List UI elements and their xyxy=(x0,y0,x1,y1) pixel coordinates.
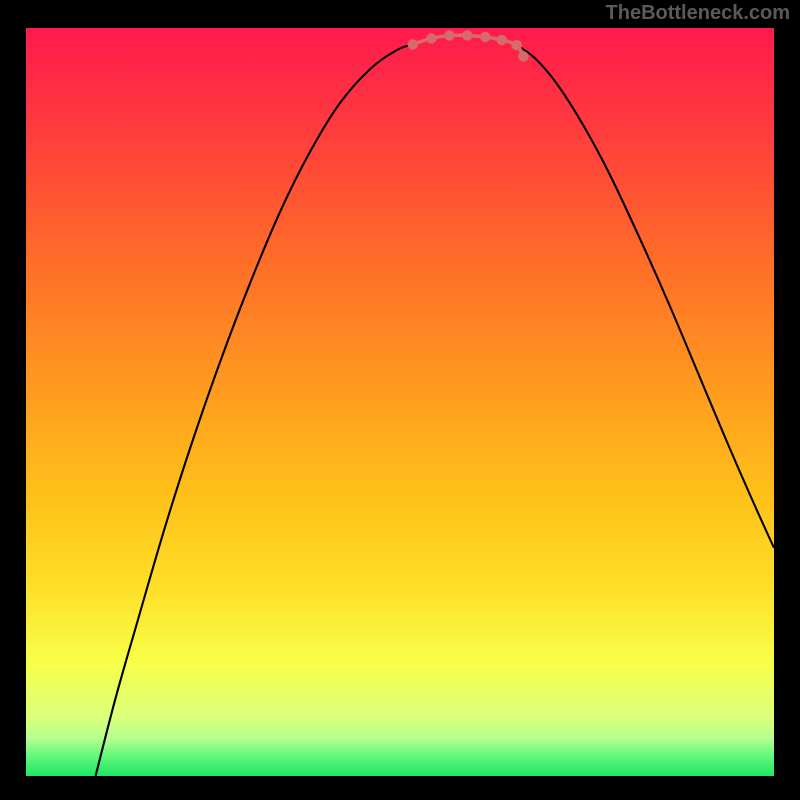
plot-area xyxy=(26,28,774,776)
valley-marker xyxy=(408,39,418,49)
valley-marker xyxy=(480,32,490,42)
valley-marker xyxy=(426,33,436,43)
curve-right-branch xyxy=(517,45,774,548)
curve-left-branch xyxy=(96,44,413,776)
bottleneck-curve-svg xyxy=(26,28,774,776)
valley-marker xyxy=(511,40,521,50)
valley-markers-group xyxy=(408,30,529,61)
watermark-text: TheBottleneck.com xyxy=(606,2,790,25)
valley-marker xyxy=(444,30,454,40)
valley-marker xyxy=(497,35,507,45)
valley-marker xyxy=(518,51,528,61)
valley-marker xyxy=(462,30,472,40)
